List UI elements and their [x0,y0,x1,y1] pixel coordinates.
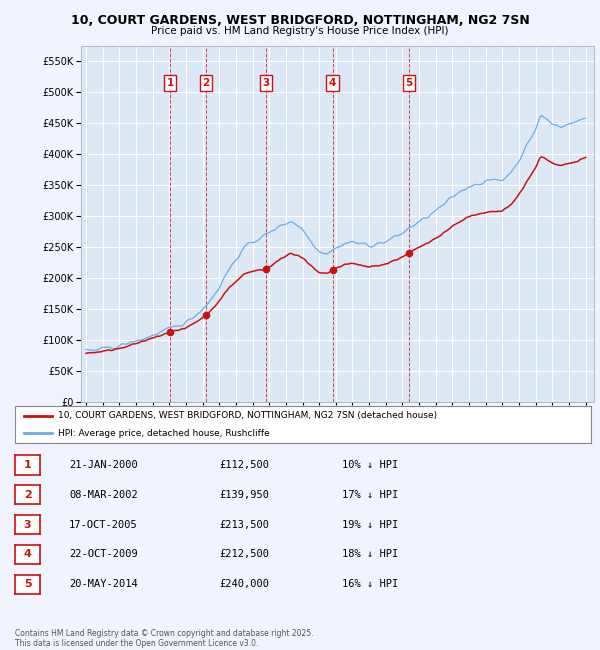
Text: 10, COURT GARDENS, WEST BRIDGFORD, NOTTINGHAM, NG2 7SN (detached house): 10, COURT GARDENS, WEST BRIDGFORD, NOTTI… [58,411,437,421]
Text: 3: 3 [24,519,31,530]
Text: 16% ↓ HPI: 16% ↓ HPI [342,579,398,590]
Text: 17% ↓ HPI: 17% ↓ HPI [342,489,398,500]
Text: 18% ↓ HPI: 18% ↓ HPI [342,549,398,560]
Text: 08-MAR-2002: 08-MAR-2002 [69,489,138,500]
Text: 5: 5 [24,579,31,590]
Text: 2: 2 [202,78,209,88]
Text: 20-MAY-2014: 20-MAY-2014 [69,579,138,590]
Text: 21-JAN-2000: 21-JAN-2000 [69,460,138,470]
Text: 22-OCT-2009: 22-OCT-2009 [69,549,138,560]
Text: 10% ↓ HPI: 10% ↓ HPI [342,460,398,470]
Text: 4: 4 [329,78,337,88]
Text: £213,500: £213,500 [219,519,269,530]
Text: Price paid vs. HM Land Registry's House Price Index (HPI): Price paid vs. HM Land Registry's House … [151,26,449,36]
Text: HPI: Average price, detached house, Rushcliffe: HPI: Average price, detached house, Rush… [58,428,270,437]
Text: £212,500: £212,500 [219,549,269,560]
Text: 1: 1 [166,78,174,88]
Text: 10, COURT GARDENS, WEST BRIDGFORD, NOTTINGHAM, NG2 7SN: 10, COURT GARDENS, WEST BRIDGFORD, NOTTI… [71,14,529,27]
Text: £139,950: £139,950 [219,489,269,500]
Text: £112,500: £112,500 [219,460,269,470]
Text: £240,000: £240,000 [219,579,269,590]
Text: 1: 1 [24,460,31,470]
Text: 4: 4 [23,549,32,560]
Text: 17-OCT-2005: 17-OCT-2005 [69,519,138,530]
Text: 5: 5 [405,78,412,88]
Text: Contains HM Land Registry data © Crown copyright and database right 2025.
This d: Contains HM Land Registry data © Crown c… [15,629,314,648]
Text: 19% ↓ HPI: 19% ↓ HPI [342,519,398,530]
Text: 2: 2 [24,489,31,500]
Text: 3: 3 [262,78,269,88]
